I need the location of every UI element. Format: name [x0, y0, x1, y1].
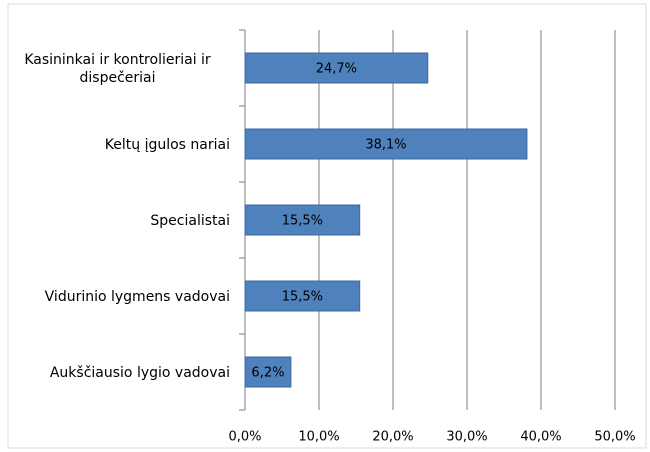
category-label-box: Keltų įgulos nariai [5, 136, 230, 154]
category-label-box: Aukščiausio lygio vadovai [5, 364, 230, 382]
x-tick-label: 20,0% [372, 430, 413, 445]
x-tick-label: 50,0% [594, 430, 635, 445]
x-tick-label: 40,0% [520, 430, 561, 445]
chart-border [7, 3, 647, 449]
y-tick-label: Keltų įgulos nariai [104, 137, 230, 153]
y-tick-label: Specialistai [150, 213, 230, 229]
bar [244, 280, 361, 312]
data-label: 15,5% [282, 290, 323, 305]
y-tick-label: Aukščiausio lygio vadovai [49, 365, 230, 381]
category-label-box: Specialistai [5, 212, 230, 230]
y-tick-label: Kasininkai ir kontrolieriai ir dispečeri… [24, 52, 211, 86]
data-label: 6,2% [251, 366, 284, 381]
data-label: 15,5% [282, 214, 323, 229]
bar [244, 204, 361, 236]
bar [244, 52, 429, 84]
x-tick-label: 0,0% [228, 430, 261, 445]
bar [244, 128, 528, 160]
data-label: 38,1% [365, 138, 406, 153]
category-label-box: Kasininkai ir kontrolieriai ir dispečeri… [5, 51, 230, 87]
category-label-box: Vidurinio lygmens vadovai [5, 288, 230, 306]
x-tick-label: 10,0% [298, 430, 339, 445]
bar [244, 356, 292, 388]
y-tick-label: Vidurinio lygmens vadovai [44, 289, 230, 305]
x-tick-label: 30,0% [446, 430, 487, 445]
data-label: 24,7% [316, 62, 357, 77]
